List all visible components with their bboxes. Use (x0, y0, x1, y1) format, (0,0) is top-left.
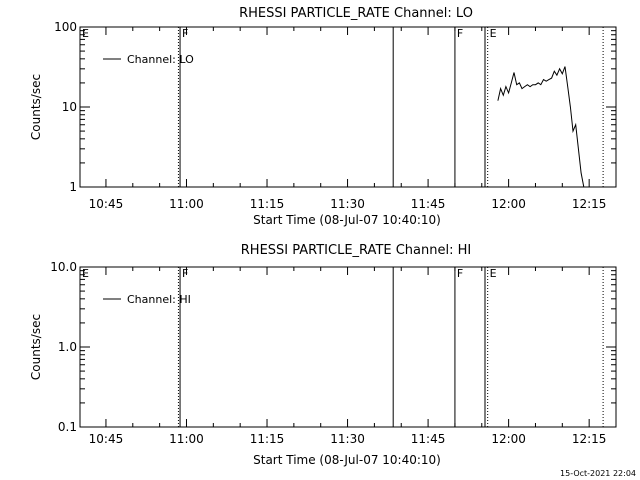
panel-1-x-tick-label: 12:15 (572, 197, 607, 211)
panel-1-x-tick-label: 11:45 (411, 197, 446, 211)
panel-1-chart-title: RHESSI PARTICLE_RATE Channel: LO (239, 6, 473, 21)
panel-2-x-tick-label: 11:00 (169, 432, 204, 446)
panel-1-x-tick-label: 10:45 (89, 197, 124, 211)
panel-2-x-axis-label: Start Time (08-Jul-07 10:40:10) (253, 453, 441, 467)
panel-1-x-tick-label: 11:30 (330, 197, 365, 211)
panel-2-y-tick-label: 1.0 (58, 340, 77, 354)
panel-2-chart-title: RHESSI PARTICLE_RATE Channel: HI (241, 243, 471, 258)
panel-2-event-marker-label: F (457, 267, 463, 280)
panel-1-x-tick-label: 11:15 (250, 197, 285, 211)
panel-1-legend-label: Channel: LO (127, 53, 194, 66)
panel-1-x-tick-label: 11:00 (169, 197, 204, 211)
footer-timestamp: 15-Oct-2021 22:04 (560, 469, 636, 478)
panel-1-series-line (497, 66, 585, 188)
panel-1-y-tick-label: 10 (62, 100, 77, 114)
panel-2-x-tick-label: 10:45 (89, 432, 124, 446)
panel-2-plot-frame (79, 266, 617, 428)
panel-2-x-tick-label: 11:15 (250, 432, 285, 446)
panel-1-event-marker-label: F (457, 27, 463, 40)
panel-1-y-tick-label: 100 (54, 20, 77, 34)
panel-1-plot-frame (79, 26, 617, 188)
panel-1-x-axis-label: Start Time (08-Jul-07 10:40:10) (253, 213, 441, 227)
panel-2-x-tick-label: 11:30 (330, 432, 365, 446)
panel-2-x-tick-label: 12:00 (491, 432, 526, 446)
panel-2-y-tick-label: 10.0 (50, 260, 77, 274)
panel-2-y-tick-label: 0.1 (58, 420, 77, 434)
panel-2-event-marker-label: E (82, 267, 89, 280)
panel-1-event-marker-label: E (82, 27, 89, 40)
panel-2-y-axis-label: Counts/sec (29, 314, 43, 380)
panel-2-x-tick-label: 11:45 (411, 432, 446, 446)
panel-1-y-tick-label: 1 (69, 180, 77, 194)
panel-1-event-marker-label: F (182, 27, 188, 40)
panel-2-x-tick-label: 12:15 (572, 432, 607, 446)
panel-1-x-tick-label: 12:00 (491, 197, 526, 211)
panel-1-y-axis-label: Counts/sec (29, 74, 43, 140)
panel-2-legend-label: Channel: HI (127, 293, 191, 306)
panel-1-event-marker-label: E (490, 27, 497, 40)
panel-2-event-marker-label: E (490, 267, 497, 280)
panel-2-event-marker-label: F (182, 267, 188, 280)
